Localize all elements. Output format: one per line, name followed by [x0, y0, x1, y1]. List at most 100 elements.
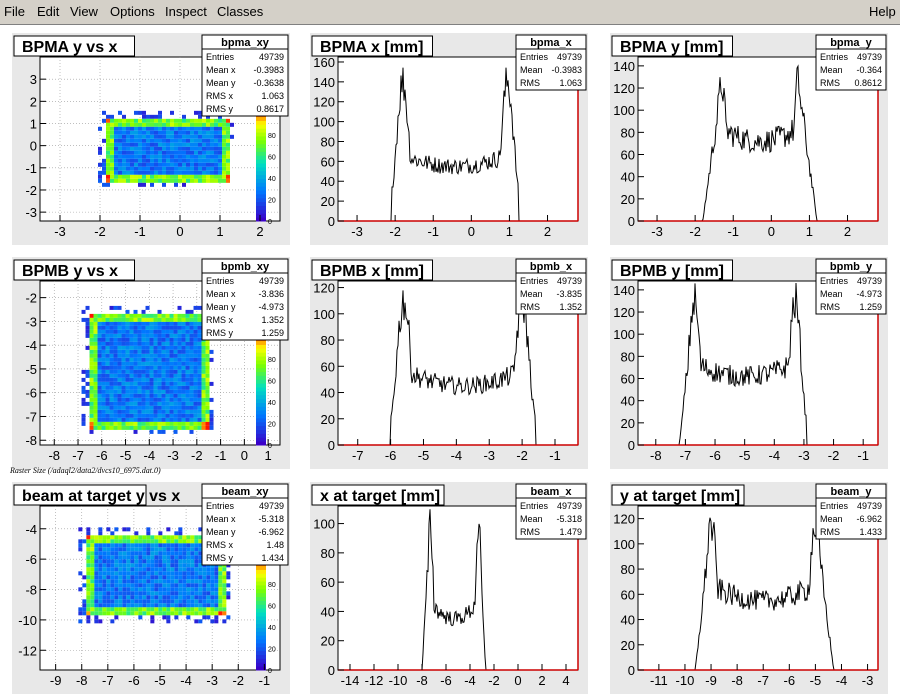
heatmap-cell: [145, 357, 150, 362]
heatmap-cell: [134, 178, 138, 183]
heatmap-cell: [125, 309, 130, 314]
heatmap-cell: [202, 595, 207, 600]
heatmap-cell: [141, 397, 146, 402]
heatmap-cell: [153, 353, 158, 358]
heatmap-cell: [138, 551, 143, 556]
heatmap-cell: [133, 409, 138, 414]
heatmap-cell: [157, 353, 162, 358]
heatmap-cell: [137, 377, 142, 382]
heatmap-cell: [133, 317, 138, 322]
heatmap-cell: [98, 599, 103, 604]
heatmap-cell: [214, 619, 219, 624]
menu-view[interactable]: View: [70, 4, 98, 19]
x-tick-label: -4: [180, 673, 192, 688]
heatmap-cell: [169, 405, 174, 410]
menu-inspect[interactable]: Inspect: [165, 4, 207, 19]
heatmap-cell: [170, 110, 174, 115]
heatmap-cell: [101, 421, 106, 426]
heatmap-cell: [186, 599, 191, 604]
heatmap-cell: [169, 313, 174, 318]
heatmap-cell: [150, 138, 154, 143]
y-tick-label: 60: [621, 587, 635, 602]
stat-value: 49739: [259, 501, 284, 511]
heatmap-cell: [102, 118, 106, 123]
menu-edit[interactable]: Edit: [37, 4, 60, 19]
palette-swatch: [256, 363, 266, 369]
heatmap-cell: [197, 425, 202, 430]
heatmap-cell: [118, 591, 123, 596]
heatmap-cell: [157, 329, 162, 334]
heatmap-cell: [101, 397, 106, 402]
heatmap-cell: [157, 373, 162, 378]
x-tick-label: 0: [468, 224, 475, 239]
heatmap-cell: [177, 365, 182, 370]
heatmap-cell: [165, 413, 170, 418]
heatmap-cell: [201, 349, 206, 354]
menu-help[interactable]: Help: [869, 4, 896, 19]
heatmap-cell: [177, 333, 182, 338]
heatmap-cell: [153, 313, 158, 318]
heatmap-cell: [102, 607, 107, 612]
heatmap-cell: [158, 110, 162, 115]
heatmap-cell: [97, 397, 102, 402]
heatmap-cell: [89, 325, 94, 330]
heatmap-cell: [133, 381, 138, 386]
heatmap-cell: [86, 539, 91, 544]
palette-swatch: [256, 604, 266, 609]
heatmap-cell: [142, 174, 146, 179]
heatmap-cell: [190, 599, 195, 604]
heatmap-cell: [117, 381, 122, 386]
heatmap-cell: [81, 317, 86, 322]
chart-title: x at target [mm]: [320, 488, 440, 505]
heatmap-cell: [129, 409, 134, 414]
heatmap-cell: [166, 539, 171, 544]
heatmap-cell: [165, 381, 170, 386]
menu-classes[interactable]: Classes: [217, 4, 264, 19]
heatmap-cell: [186, 138, 190, 143]
heatmap-cell: [101, 393, 106, 398]
heatmap-cell: [157, 377, 162, 382]
stat-value: 1.063: [261, 91, 284, 101]
heatmap-cell: [182, 174, 186, 179]
heatmap-cell: [106, 182, 110, 187]
palette-swatch: [256, 205, 266, 210]
heatmap-cell: [153, 393, 158, 398]
heatmap-cell: [198, 142, 202, 147]
heatmap-cell: [154, 559, 159, 564]
heatmap-cell: [110, 126, 114, 131]
heatmap-cell: [165, 417, 170, 422]
heatmap-cell: [218, 575, 223, 580]
heatmap-cell: [117, 377, 122, 382]
heatmap-cell: [145, 317, 150, 322]
heatmap-cell: [114, 170, 118, 175]
heatmap-cell: [158, 142, 162, 147]
heatmap-cell: [197, 373, 202, 378]
heatmap-cell: [222, 587, 227, 592]
menu-file[interactable]: File: [4, 4, 25, 19]
heatmap-cell: [174, 142, 178, 147]
heatmap-cell: [145, 409, 150, 414]
heatmap-cell: [138, 146, 142, 151]
heatmap-cell: [173, 381, 178, 386]
heatmap-cell: [193, 357, 198, 362]
heatmap-cell: [141, 373, 146, 378]
stat-value: -5.318: [556, 514, 582, 524]
heatmap-cell: [106, 122, 110, 127]
heatmap-cell: [165, 425, 170, 430]
heatmap-cell: [198, 166, 202, 171]
heatmap-cell: [174, 603, 179, 608]
heatmap-cell: [134, 591, 139, 596]
heatmap-cell: [182, 138, 186, 143]
x-tick-label: -4: [769, 448, 781, 463]
heatmap-cell: [93, 413, 98, 418]
menu-options[interactable]: Options: [110, 4, 155, 19]
heatmap-cell: [122, 114, 126, 119]
heatmap-cell: [117, 405, 122, 410]
heatmap-cell: [174, 571, 179, 576]
heatmap-cell: [145, 369, 150, 374]
heatmap-cell: [137, 381, 142, 386]
heatmap-cell: [106, 126, 110, 131]
heatmap-cell: [118, 571, 123, 576]
heatmap-cell: [141, 341, 146, 346]
heatmap-cell: [90, 611, 95, 616]
